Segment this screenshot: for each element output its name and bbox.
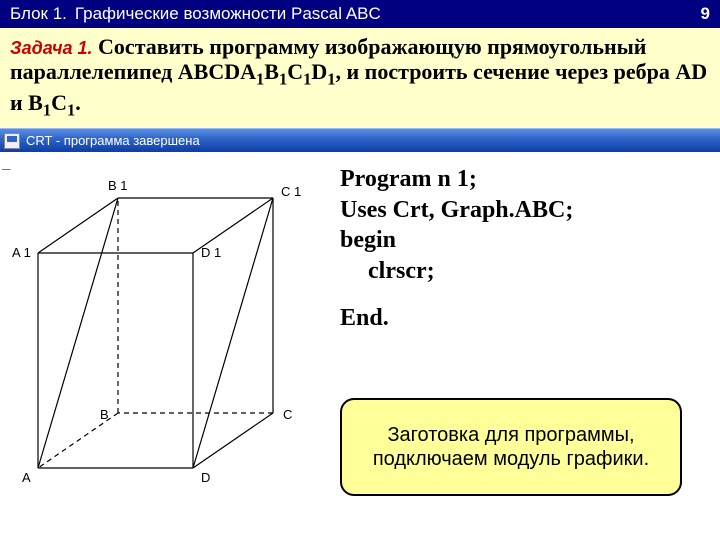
- parallelepiped-diagram: [8, 158, 328, 488]
- code-l4: clrscr;: [340, 256, 573, 287]
- vertex-B: B: [100, 407, 109, 422]
- t-p3: C: [287, 59, 303, 84]
- vertex-A1: A 1: [12, 245, 31, 260]
- block-label: Блок 1.: [10, 4, 67, 24]
- task-text: Составить программу изображающую прямоуг…: [10, 34, 707, 115]
- vertex-B1: B 1: [108, 178, 128, 193]
- t-s2: 1: [279, 70, 287, 89]
- callout-box: Заготовка для программы, подключаем моду…: [340, 398, 682, 496]
- crt-title: CRT - программа завершена: [26, 133, 200, 148]
- header-title: Графические возможности Pascal ABC: [75, 4, 381, 24]
- content-area: _ A 1B 1C 1D 1ABCD Program n 1; Uses Crt…: [0, 152, 720, 522]
- t-s4: 1: [327, 70, 335, 89]
- code-l2: Uses Crt, Graph.ABC;: [340, 195, 573, 226]
- vertex-D1: D 1: [201, 245, 221, 260]
- vertex-A: A: [22, 470, 31, 485]
- code-block: Program n 1; Uses Crt, Graph.ABC; begin …: [340, 164, 573, 334]
- crt-title-bar: CRT - программа завершена: [0, 128, 720, 152]
- code-l5: End.: [340, 303, 573, 334]
- t-s5: 1: [43, 100, 51, 119]
- t-s6: 1: [67, 100, 75, 119]
- vertex-D: D: [201, 470, 210, 485]
- callout-text: Заготовка для программы, подключаем моду…: [352, 423, 670, 471]
- task-label: Задача 1.: [10, 38, 93, 58]
- vertex-C: C: [283, 407, 292, 422]
- crt-window-icon: [4, 133, 20, 149]
- t-p6: C: [51, 90, 67, 115]
- code-l1: Program n 1;: [340, 164, 573, 195]
- t-p4: D: [311, 59, 327, 84]
- code-l3: begin: [340, 225, 573, 256]
- vertex-C1: C 1: [281, 184, 301, 199]
- task-area: Задача 1. Составить программу изображающ…: [0, 28, 720, 128]
- t-p7: .: [75, 90, 81, 115]
- page-number: 9: [701, 4, 710, 24]
- header-bar: Блок 1. Графические возможности Pascal A…: [0, 0, 720, 28]
- t-p2: B: [264, 59, 279, 84]
